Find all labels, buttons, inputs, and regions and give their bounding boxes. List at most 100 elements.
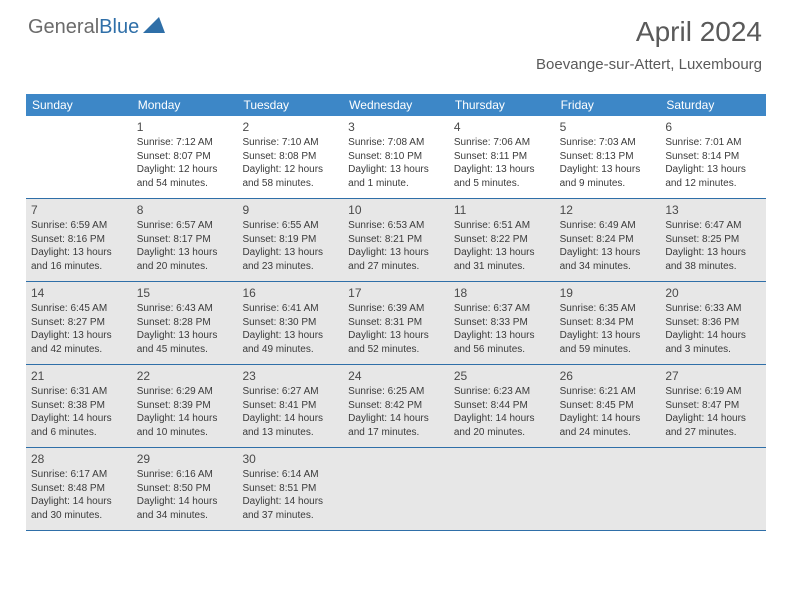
day-cell: 3Sunrise: 7:08 AMSunset: 8:10 PMDaylight…: [343, 116, 449, 198]
dow-cell: Tuesday: [237, 94, 343, 116]
day-cell: 2Sunrise: 7:10 AMSunset: 8:08 PMDaylight…: [237, 116, 343, 198]
month-title: April 2024: [536, 16, 762, 48]
day-cell: 21Sunrise: 6:31 AMSunset: 8:38 PMDayligh…: [26, 365, 132, 447]
sunset-text: Sunset: 8:22 PM: [454, 233, 550, 247]
day-number: 4: [454, 119, 550, 135]
day-cell: 28Sunrise: 6:17 AMSunset: 8:48 PMDayligh…: [26, 448, 132, 530]
daylight-text: Daylight: 13 hours and 27 minutes.: [348, 246, 444, 273]
sunrise-text: Sunrise: 7:06 AM: [454, 136, 550, 150]
sunrise-text: Sunrise: 6:16 AM: [137, 468, 233, 482]
daylight-text: Daylight: 12 hours and 58 minutes.: [242, 163, 338, 190]
sunrise-text: Sunrise: 6:23 AM: [454, 385, 550, 399]
sunrise-text: Sunrise: 6:59 AM: [31, 219, 127, 233]
sunset-text: Sunset: 8:34 PM: [560, 316, 656, 330]
daylight-text: Daylight: 14 hours and 13 minutes.: [242, 412, 338, 439]
sunrise-text: Sunrise: 6:51 AM: [454, 219, 550, 233]
day-cell: 13Sunrise: 6:47 AMSunset: 8:25 PMDayligh…: [660, 199, 766, 281]
day-cell: 18Sunrise: 6:37 AMSunset: 8:33 PMDayligh…: [449, 282, 555, 364]
day-number: 29: [137, 451, 233, 467]
daylight-text: Daylight: 13 hours and 52 minutes.: [348, 329, 444, 356]
sunset-text: Sunset: 8:28 PM: [137, 316, 233, 330]
logo: GeneralBlue: [28, 16, 165, 39]
daylight-text: Daylight: 13 hours and 45 minutes.: [137, 329, 233, 356]
sunrise-text: Sunrise: 6:39 AM: [348, 302, 444, 316]
day-cell: 5Sunrise: 7:03 AMSunset: 8:13 PMDaylight…: [555, 116, 661, 198]
dow-cell: Friday: [555, 94, 661, 116]
sunrise-text: Sunrise: 7:03 AM: [560, 136, 656, 150]
day-cell: 24Sunrise: 6:25 AMSunset: 8:42 PMDayligh…: [343, 365, 449, 447]
sunrise-text: Sunrise: 7:10 AM: [242, 136, 338, 150]
sunrise-text: Sunrise: 6:17 AM: [31, 468, 127, 482]
sunrise-text: Sunrise: 6:37 AM: [454, 302, 550, 316]
week-row: 14Sunrise: 6:45 AMSunset: 8:27 PMDayligh…: [26, 282, 766, 365]
daylight-text: Daylight: 13 hours and 31 minutes.: [454, 246, 550, 273]
day-cell: 17Sunrise: 6:39 AMSunset: 8:31 PMDayligh…: [343, 282, 449, 364]
daylight-text: Daylight: 14 hours and 30 minutes.: [31, 495, 127, 522]
sunrise-text: Sunrise: 6:41 AM: [242, 302, 338, 316]
day-cell: 10Sunrise: 6:53 AMSunset: 8:21 PMDayligh…: [343, 199, 449, 281]
day-cell: [26, 116, 132, 198]
day-number: 5: [560, 119, 656, 135]
daylight-text: Daylight: 13 hours and 16 minutes.: [31, 246, 127, 273]
daylight-text: Daylight: 13 hours and 12 minutes.: [665, 163, 761, 190]
day-cell: 1Sunrise: 7:12 AMSunset: 8:07 PMDaylight…: [132, 116, 238, 198]
dow-cell: Monday: [132, 94, 238, 116]
sunset-text: Sunset: 8:47 PM: [665, 399, 761, 413]
sunset-text: Sunset: 8:51 PM: [242, 482, 338, 496]
sunrise-text: Sunrise: 7:08 AM: [348, 136, 444, 150]
day-number: 12: [560, 202, 656, 218]
day-cell: 23Sunrise: 6:27 AMSunset: 8:41 PMDayligh…: [237, 365, 343, 447]
day-cell: 8Sunrise: 6:57 AMSunset: 8:17 PMDaylight…: [132, 199, 238, 281]
sunset-text: Sunset: 8:48 PM: [31, 482, 127, 496]
sunrise-text: Sunrise: 6:27 AM: [242, 385, 338, 399]
daylight-text: Daylight: 13 hours and 49 minutes.: [242, 329, 338, 356]
day-number: 24: [348, 368, 444, 384]
week-row: 1Sunrise: 7:12 AMSunset: 8:07 PMDaylight…: [26, 116, 766, 199]
daylight-text: Daylight: 13 hours and 9 minutes.: [560, 163, 656, 190]
sunrise-text: Sunrise: 6:33 AM: [665, 302, 761, 316]
day-cell: 6Sunrise: 7:01 AMSunset: 8:14 PMDaylight…: [660, 116, 766, 198]
day-cell: 30Sunrise: 6:14 AMSunset: 8:51 PMDayligh…: [237, 448, 343, 530]
day-number: 6: [665, 119, 761, 135]
day-number: 11: [454, 202, 550, 218]
day-number: 14: [31, 285, 127, 301]
sunset-text: Sunset: 8:14 PM: [665, 150, 761, 164]
daylight-text: Daylight: 13 hours and 38 minutes.: [665, 246, 761, 273]
sunset-text: Sunset: 8:25 PM: [665, 233, 761, 247]
day-number: 10: [348, 202, 444, 218]
sunrise-text: Sunrise: 6:25 AM: [348, 385, 444, 399]
day-cell: 9Sunrise: 6:55 AMSunset: 8:19 PMDaylight…: [237, 199, 343, 281]
calendar-grid: SundayMondayTuesdayWednesdayThursdayFrid…: [26, 94, 766, 531]
sunset-text: Sunset: 8:30 PM: [242, 316, 338, 330]
sunset-text: Sunset: 8:42 PM: [348, 399, 444, 413]
sunset-text: Sunset: 8:19 PM: [242, 233, 338, 247]
sunset-text: Sunset: 8:45 PM: [560, 399, 656, 413]
daylight-text: Daylight: 13 hours and 42 minutes.: [31, 329, 127, 356]
sunset-text: Sunset: 8:10 PM: [348, 150, 444, 164]
daylight-text: Daylight: 13 hours and 59 minutes.: [560, 329, 656, 356]
sunset-text: Sunset: 8:38 PM: [31, 399, 127, 413]
day-number: 8: [137, 202, 233, 218]
day-number: 17: [348, 285, 444, 301]
daylight-text: Daylight: 13 hours and 34 minutes.: [560, 246, 656, 273]
daylight-text: Daylight: 14 hours and 3 minutes.: [665, 329, 761, 356]
day-number: 28: [31, 451, 127, 467]
day-cell: [660, 448, 766, 530]
week-row: 21Sunrise: 6:31 AMSunset: 8:38 PMDayligh…: [26, 365, 766, 448]
dow-cell: Saturday: [660, 94, 766, 116]
day-number: 1: [137, 119, 233, 135]
sunset-text: Sunset: 8:44 PM: [454, 399, 550, 413]
sunrise-text: Sunrise: 6:47 AM: [665, 219, 761, 233]
sunrise-text: Sunrise: 6:21 AM: [560, 385, 656, 399]
dow-cell: Thursday: [449, 94, 555, 116]
sunset-text: Sunset: 8:36 PM: [665, 316, 761, 330]
logo-text-1: General: [28, 16, 99, 39]
dow-cell: Wednesday: [343, 94, 449, 116]
day-cell: 27Sunrise: 6:19 AMSunset: 8:47 PMDayligh…: [660, 365, 766, 447]
sunset-text: Sunset: 8:31 PM: [348, 316, 444, 330]
logo-text-2: Blue: [99, 16, 139, 39]
daylight-text: Daylight: 14 hours and 37 minutes.: [242, 495, 338, 522]
sunset-text: Sunset: 8:13 PM: [560, 150, 656, 164]
sunrise-text: Sunrise: 6:49 AM: [560, 219, 656, 233]
sunset-text: Sunset: 8:16 PM: [31, 233, 127, 247]
